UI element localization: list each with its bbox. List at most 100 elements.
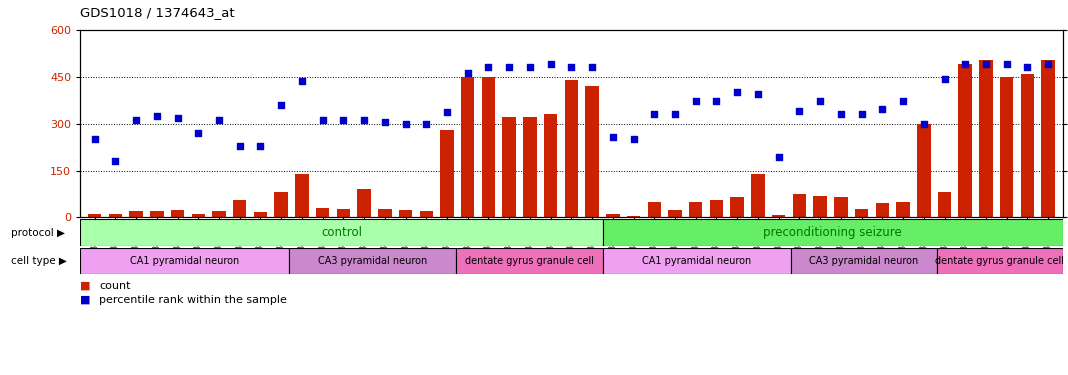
Point xyxy=(107,158,124,164)
Point xyxy=(687,98,704,104)
Text: CA1 pyramidal neuron: CA1 pyramidal neuron xyxy=(642,256,752,266)
Point xyxy=(936,76,953,82)
Bar xyxy=(289,248,456,274)
Point xyxy=(334,117,351,123)
Bar xyxy=(213,211,225,217)
Text: ■: ■ xyxy=(80,281,91,291)
Bar xyxy=(602,219,1063,246)
Text: CA3 pyramidal neuron: CA3 pyramidal neuron xyxy=(810,256,918,266)
Bar xyxy=(938,248,1063,274)
Bar xyxy=(398,210,412,218)
Point xyxy=(874,106,891,112)
Text: percentile rank within the sample: percentile rank within the sample xyxy=(99,295,287,304)
Point xyxy=(127,117,144,123)
Point xyxy=(750,91,767,97)
Bar xyxy=(751,174,765,217)
Point xyxy=(252,143,269,149)
Bar xyxy=(791,248,938,274)
Bar xyxy=(585,86,599,218)
Point xyxy=(480,64,497,70)
Point xyxy=(791,108,808,114)
Point xyxy=(272,102,289,108)
Bar xyxy=(482,77,496,218)
Text: GDS1018 / 1374643_at: GDS1018 / 1374643_at xyxy=(80,6,235,19)
Text: cell type ▶: cell type ▶ xyxy=(11,256,66,266)
Point xyxy=(977,61,994,67)
Bar xyxy=(958,64,972,218)
Bar xyxy=(440,130,454,218)
Bar xyxy=(565,80,578,218)
Bar xyxy=(792,194,806,217)
Text: dentate gyrus granule cell: dentate gyrus granule cell xyxy=(465,256,594,266)
Point xyxy=(87,136,104,142)
Bar xyxy=(254,212,267,217)
Bar xyxy=(772,215,785,217)
Point xyxy=(397,121,414,127)
Point xyxy=(1019,64,1036,70)
Bar xyxy=(689,202,703,217)
Point xyxy=(356,117,373,123)
Bar xyxy=(151,211,163,218)
Text: control: control xyxy=(320,226,362,239)
Point xyxy=(1039,61,1056,67)
Bar xyxy=(502,117,516,218)
Bar xyxy=(647,202,661,217)
Text: CA1 pyramidal neuron: CA1 pyramidal neuron xyxy=(130,256,239,266)
Point xyxy=(832,111,849,117)
Bar xyxy=(80,219,602,246)
Point xyxy=(190,130,207,136)
Bar xyxy=(171,210,185,218)
Bar xyxy=(1000,77,1014,218)
Bar xyxy=(233,200,247,217)
Point xyxy=(770,154,787,160)
Point xyxy=(915,121,932,127)
Point xyxy=(521,64,538,70)
Point xyxy=(501,64,518,70)
Point xyxy=(314,117,331,123)
Bar xyxy=(80,248,289,274)
Bar xyxy=(420,211,433,218)
Bar xyxy=(274,192,288,217)
Point xyxy=(376,119,393,125)
Bar xyxy=(917,124,930,218)
Bar xyxy=(854,209,868,218)
Bar xyxy=(336,209,350,218)
Bar xyxy=(129,211,143,218)
Bar xyxy=(607,214,619,217)
Text: count: count xyxy=(99,281,130,291)
Bar xyxy=(669,210,681,218)
Bar xyxy=(378,209,392,218)
Point xyxy=(625,136,642,142)
Point xyxy=(148,113,166,119)
Point xyxy=(543,61,560,67)
Bar xyxy=(191,214,205,217)
Point xyxy=(583,64,600,70)
Bar xyxy=(544,114,557,218)
Bar xyxy=(1041,60,1055,217)
Point xyxy=(439,110,456,116)
Bar xyxy=(295,174,309,217)
Point xyxy=(294,78,311,84)
Bar xyxy=(1021,74,1034,217)
Bar xyxy=(938,192,952,217)
Bar xyxy=(834,197,848,217)
Bar xyxy=(456,248,602,274)
Point xyxy=(646,111,663,117)
Bar xyxy=(731,197,744,217)
Bar xyxy=(896,202,910,217)
Point xyxy=(999,61,1016,67)
Text: ■: ■ xyxy=(80,295,91,304)
Point xyxy=(459,70,476,76)
Point xyxy=(728,89,745,95)
Point xyxy=(563,64,580,70)
Point xyxy=(666,111,684,117)
Text: CA3 pyramidal neuron: CA3 pyramidal neuron xyxy=(318,256,427,266)
Point xyxy=(853,111,870,117)
Bar xyxy=(523,117,536,218)
Bar xyxy=(602,248,791,274)
Point xyxy=(604,134,622,140)
Bar xyxy=(876,203,889,217)
Point xyxy=(812,98,829,104)
Point xyxy=(418,121,435,127)
Point xyxy=(957,61,974,67)
